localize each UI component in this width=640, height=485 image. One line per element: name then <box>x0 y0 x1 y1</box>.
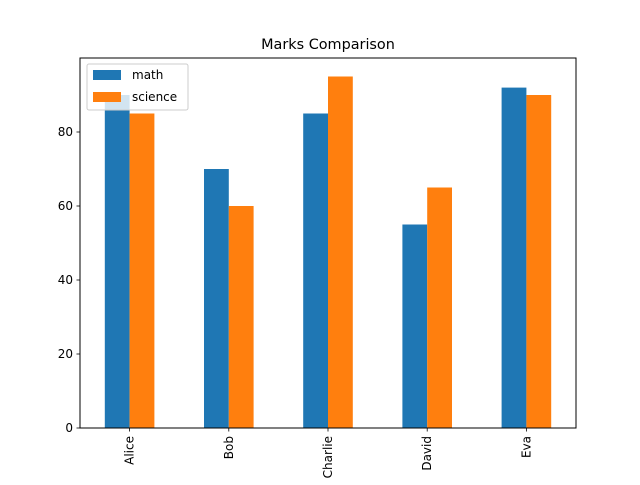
bar-science-bob <box>228 206 254 428</box>
chart-title: Marks Comparison <box>261 37 395 53</box>
y-tick-label: 20 <box>58 347 73 361</box>
bar-math-eva <box>501 87 527 428</box>
legend-swatch-science <box>93 92 121 102</box>
bar-science-charlie <box>328 76 353 428</box>
bars-layer <box>104 76 552 428</box>
x-axis: Alice Bob Charlie David Eva <box>123 428 533 478</box>
bar-math-david <box>402 224 428 428</box>
bar-science-eva <box>526 95 552 428</box>
bar-math-charlie <box>303 113 328 428</box>
x-tick-label-alice: Alice <box>123 436 137 465</box>
x-tick-label-david: David <box>420 436 434 471</box>
bar-math-alice <box>104 95 130 428</box>
x-tick-label-bob: Bob <box>222 436 236 459</box>
legend-label-science: science <box>132 90 177 104</box>
legend: math science <box>86 63 189 111</box>
y-axis: 0 20 40 60 80 <box>58 125 80 435</box>
y-tick-label: 0 <box>65 421 73 435</box>
legend-swatch-math <box>93 70 121 80</box>
bar-math-bob <box>204 169 229 428</box>
y-tick-label: 40 <box>58 273 73 287</box>
y-tick-label: 60 <box>58 199 73 213</box>
legend-label-math: math <box>132 68 163 82</box>
bar-science-alice <box>129 113 155 428</box>
y-tick-label: 80 <box>58 125 73 139</box>
x-tick-label-charlie: Charlie <box>321 436 335 478</box>
bar-science-david <box>427 187 452 428</box>
x-tick-label-eva: Eva <box>519 436 533 458</box>
